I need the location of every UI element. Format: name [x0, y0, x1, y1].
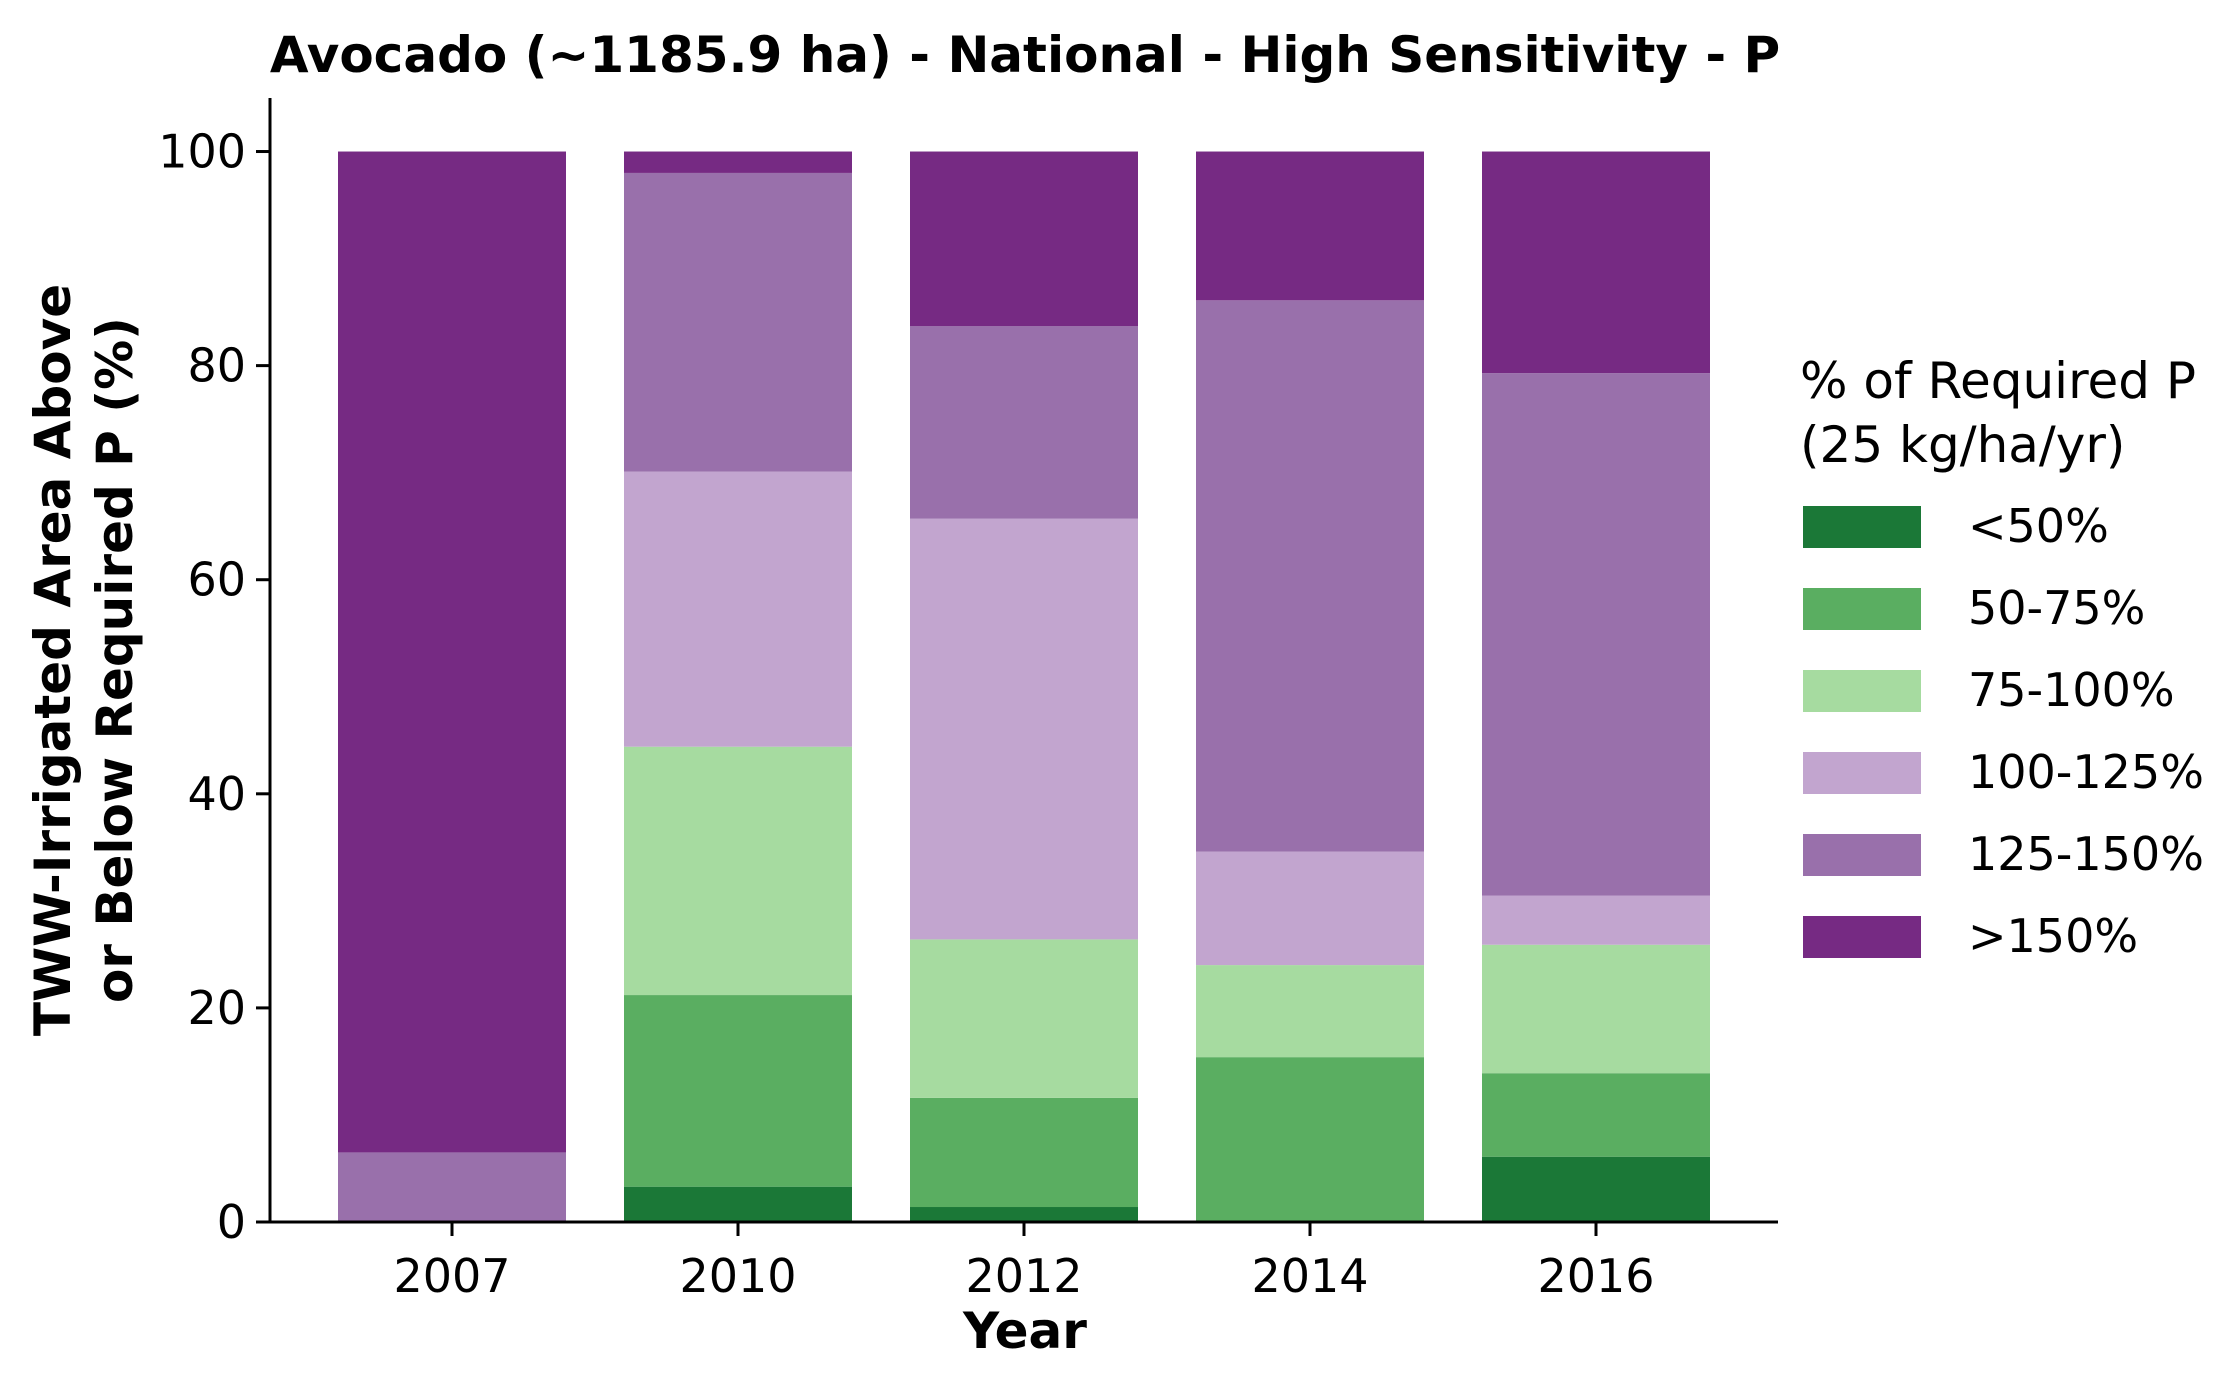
legend-swatch-5 [1803, 916, 1921, 958]
y-tick-label-20: 20 [187, 981, 246, 1035]
bar-2012-series-3 [910, 518, 1138, 940]
x-tick-label-2010: 2010 [679, 1249, 796, 1303]
bar-2014-series-5 [1196, 151, 1424, 301]
x-tick-label-2012: 2012 [965, 1249, 1082, 1303]
bar-2014-series-1 [1196, 1057, 1424, 1222]
bar-2014-series-2 [1196, 965, 1424, 1058]
y-tick-label-0: 0 [217, 1195, 246, 1249]
bars-layer [338, 151, 1710, 1222]
bar-2010-series-1 [624, 995, 852, 1187]
legend-title-line-1: % of Required P [1800, 352, 2196, 410]
bar-2012-series-2 [910, 939, 1138, 1098]
x-tick-label-2007: 2007 [393, 1249, 510, 1303]
bar-2016-series-5 [1482, 151, 1710, 374]
y-axis-label: TWW-Irrigated Area Above or Below Requir… [24, 284, 144, 1036]
bar-2010-series-0 [624, 1186, 852, 1222]
bar-2012-series-5 [910, 151, 1138, 327]
bar-2016-series-0 [1482, 1156, 1710, 1222]
bar-2014-series-3 [1196, 851, 1424, 966]
legend-label-4: 125-150% [1968, 827, 2204, 881]
legend-swatch-1 [1803, 588, 1921, 630]
legend-label-2: 75-100% [1968, 663, 2175, 717]
x-tick-label-2014: 2014 [1251, 1249, 1368, 1303]
y-axis-label-line-2: or Below Required P (%) [86, 317, 144, 1003]
bar-2016-series-4 [1482, 373, 1710, 896]
bar-2012-series-1 [910, 1097, 1138, 1208]
bar-2016-series-1 [1482, 1073, 1710, 1157]
x-axis-label: Year [962, 1302, 1087, 1360]
y-tick-label-80: 80 [187, 339, 246, 393]
bar-2012-series-0 [910, 1207, 1138, 1222]
legend: % of Required P (25 kg/ha/yr) <50% 50-75%… [1800, 352, 2204, 963]
bar-2010-series-5 [624, 151, 852, 173]
legend-swatch-2 [1803, 670, 1921, 712]
bar-2010-series-4 [624, 172, 852, 472]
legend-swatch-0 [1803, 506, 1921, 548]
y-tick-label-60: 60 [187, 553, 246, 607]
chart-title: Avocado (~1185.9 ha) - National - High S… [270, 26, 1780, 84]
legend-title-line-2: (25 kg/ha/yr) [1800, 416, 2125, 474]
legend-label-0: <50% [1968, 499, 2109, 553]
y-tick-label-100: 100 [158, 125, 246, 179]
bar-2016-series-3 [1482, 895, 1710, 945]
y-tick-label-40: 40 [187, 767, 246, 821]
legend-label-3: 100-125% [1968, 745, 2204, 799]
bar-2016-series-2 [1482, 944, 1710, 1074]
bar-2010-series-3 [624, 471, 852, 747]
legend-swatch-4 [1803, 834, 1921, 876]
legend-swatch-3 [1803, 752, 1921, 794]
bar-2007-series-5 [338, 151, 566, 1153]
legend-label-1: 50-75% [1968, 581, 2145, 635]
bar-2012-series-4 [910, 326, 1138, 519]
ticks-layer: 0 20 40 60 80 100 2007 2010 2012 2014 2016 [158, 125, 1654, 1303]
bar-2010-series-2 [624, 746, 852, 996]
y-axis-label-line-1: TWW-Irrigated Area Above [24, 284, 82, 1036]
bar-2014-series-4 [1196, 300, 1424, 852]
bar-2007-series-4 [338, 1152, 566, 1222]
legend-items: <50% 50-75% 75-100% 100-125% 125-150% >150% [1803, 499, 2204, 963]
legend-label-5: >150% [1968, 909, 2138, 963]
x-tick-label-2016: 2016 [1537, 1249, 1654, 1303]
